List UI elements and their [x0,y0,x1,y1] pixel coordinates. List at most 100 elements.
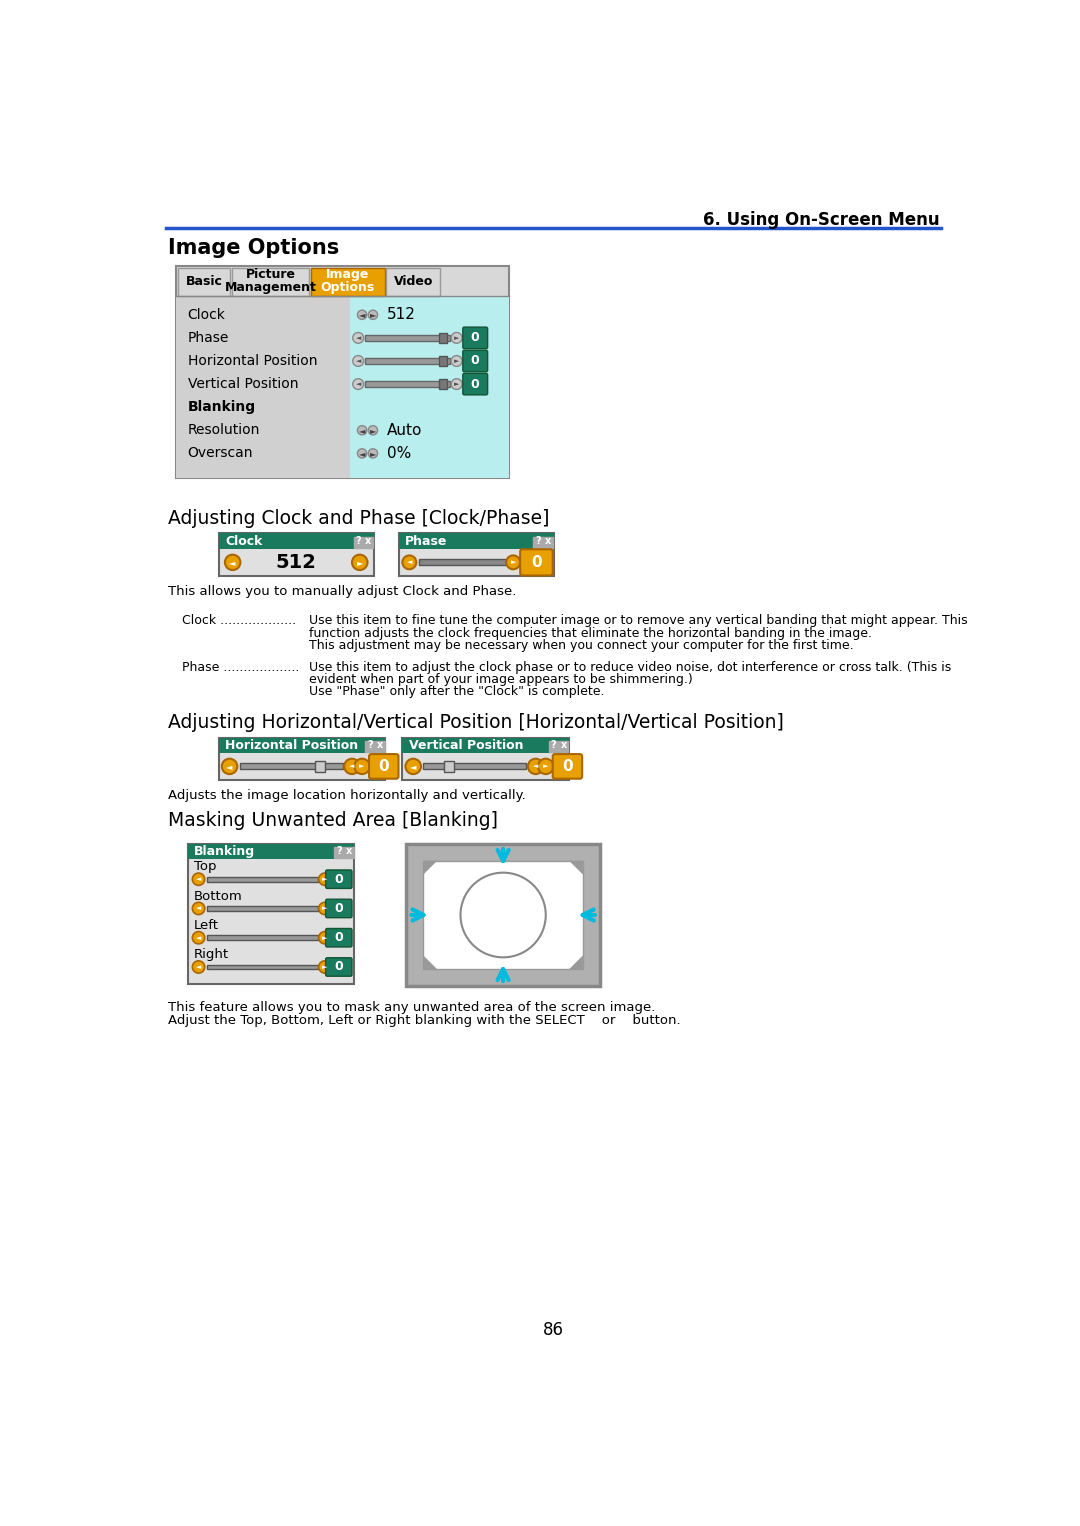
Polygon shape [569,955,583,969]
Bar [444,761,454,772]
Text: ?: ? [355,536,361,546]
Bar [549,742,558,752]
Bar [315,761,325,772]
Text: ?: ? [336,847,341,856]
Text: Management: Management [225,281,316,293]
Text: 0: 0 [335,960,343,974]
Polygon shape [423,955,437,969]
Bar [559,742,568,752]
Text: ◄: ◄ [195,964,201,971]
Circle shape [192,931,205,945]
Bar [423,861,583,969]
Bar [232,269,309,296]
FancyBboxPatch shape [326,958,352,977]
Bar [350,296,510,478]
Text: ►: ► [322,935,327,940]
Text: Phase: Phase [405,534,447,548]
Text: ◄: ◄ [534,763,538,769]
Text: Vertical Position: Vertical Position [188,377,298,391]
Bar [177,269,230,296]
Text: Phase ...................: Phase ................... [181,661,299,673]
Text: x: x [365,536,372,546]
Text: ►: ► [356,559,363,566]
Text: 0: 0 [378,758,389,774]
Bar [387,269,441,296]
Text: function adjusts the clock frequencies that eliminate the horizontal banding in : function adjusts the clock frequencies t… [309,627,873,639]
Text: ◄: ◄ [410,761,417,771]
Text: ◄: ◄ [355,334,361,340]
Circle shape [451,356,462,366]
FancyBboxPatch shape [463,327,488,348]
Circle shape [225,554,241,571]
Text: This adjustment may be necessary when you connect your computer for the first ti: This adjustment may be necessary when yo… [309,639,854,652]
Circle shape [353,378,364,389]
Text: Overscan: Overscan [188,447,253,461]
Bar [365,742,375,752]
Text: This allows you to manually adjust Clock and Phase.: This allows you to manually adjust Clock… [168,584,516,598]
Bar [534,537,542,548]
FancyBboxPatch shape [326,928,352,948]
Text: 0: 0 [531,555,542,569]
Text: Masking Unwanted Area [Blanking]: Masking Unwanted Area [Blanking] [168,812,498,830]
Text: Top: Top [194,861,216,873]
Text: evident when part of your image appears to be shimmering.): evident when part of your image appears … [309,673,693,685]
Text: ◄: ◄ [349,763,354,769]
Bar [218,534,374,575]
Text: 512: 512 [387,307,416,322]
Text: Vertical Position: Vertical Position [408,739,523,752]
Circle shape [538,758,554,774]
Circle shape [528,758,543,774]
Text: This feature allows you to mask any unwanted area of the screen image.: This feature allows you to mask any unwa… [168,1001,656,1013]
Text: ◄: ◄ [355,359,361,365]
Polygon shape [569,861,583,874]
Bar [399,534,554,575]
Text: Phase: Phase [188,331,229,345]
Circle shape [507,555,521,569]
Text: Auto: Auto [387,423,422,438]
Bar [365,334,450,340]
Text: 6. Using On-Screen Menu: 6. Using On-Screen Menu [703,211,940,229]
Text: ►: ► [454,382,459,388]
Circle shape [352,554,367,571]
Bar [218,534,374,549]
Circle shape [357,449,367,458]
Text: ►: ► [322,876,327,882]
Text: x: x [377,740,383,751]
Bar [423,763,526,769]
Bar [207,935,318,940]
Circle shape [368,426,378,435]
Text: 0: 0 [335,931,343,945]
Text: ◄: ◄ [195,935,201,940]
Bar [364,537,373,548]
Bar [399,534,554,549]
Text: Horizontal Position: Horizontal Position [225,739,359,752]
Bar [353,537,363,548]
Text: Picture: Picture [245,269,296,281]
Text: Image: Image [326,269,369,281]
Bar [334,847,343,858]
Text: ►: ► [369,426,376,435]
Text: ◄: ◄ [195,876,201,882]
Text: ◄: ◄ [359,449,365,458]
Text: ►: ► [454,359,459,365]
Text: ◄: ◄ [229,559,235,566]
Bar [543,537,553,548]
Bar [438,380,446,389]
FancyBboxPatch shape [326,899,352,917]
Circle shape [319,931,332,945]
Text: ?: ? [367,740,373,751]
Text: 0: 0 [471,377,480,391]
Bar [311,269,384,296]
Bar [207,964,318,969]
Circle shape [403,555,416,569]
Text: ►: ► [369,449,376,458]
Text: 0: 0 [335,902,343,916]
Text: Left: Left [194,919,219,932]
Bar [176,266,510,478]
Circle shape [405,758,421,774]
Text: Adjusts the image location horizontally and vertically.: Adjusts the image location horizontally … [168,789,526,801]
Text: ►: ► [454,334,459,340]
Text: ►: ► [369,310,376,319]
Text: Horizontal Position: Horizontal Position [188,354,318,368]
Circle shape [192,873,205,885]
